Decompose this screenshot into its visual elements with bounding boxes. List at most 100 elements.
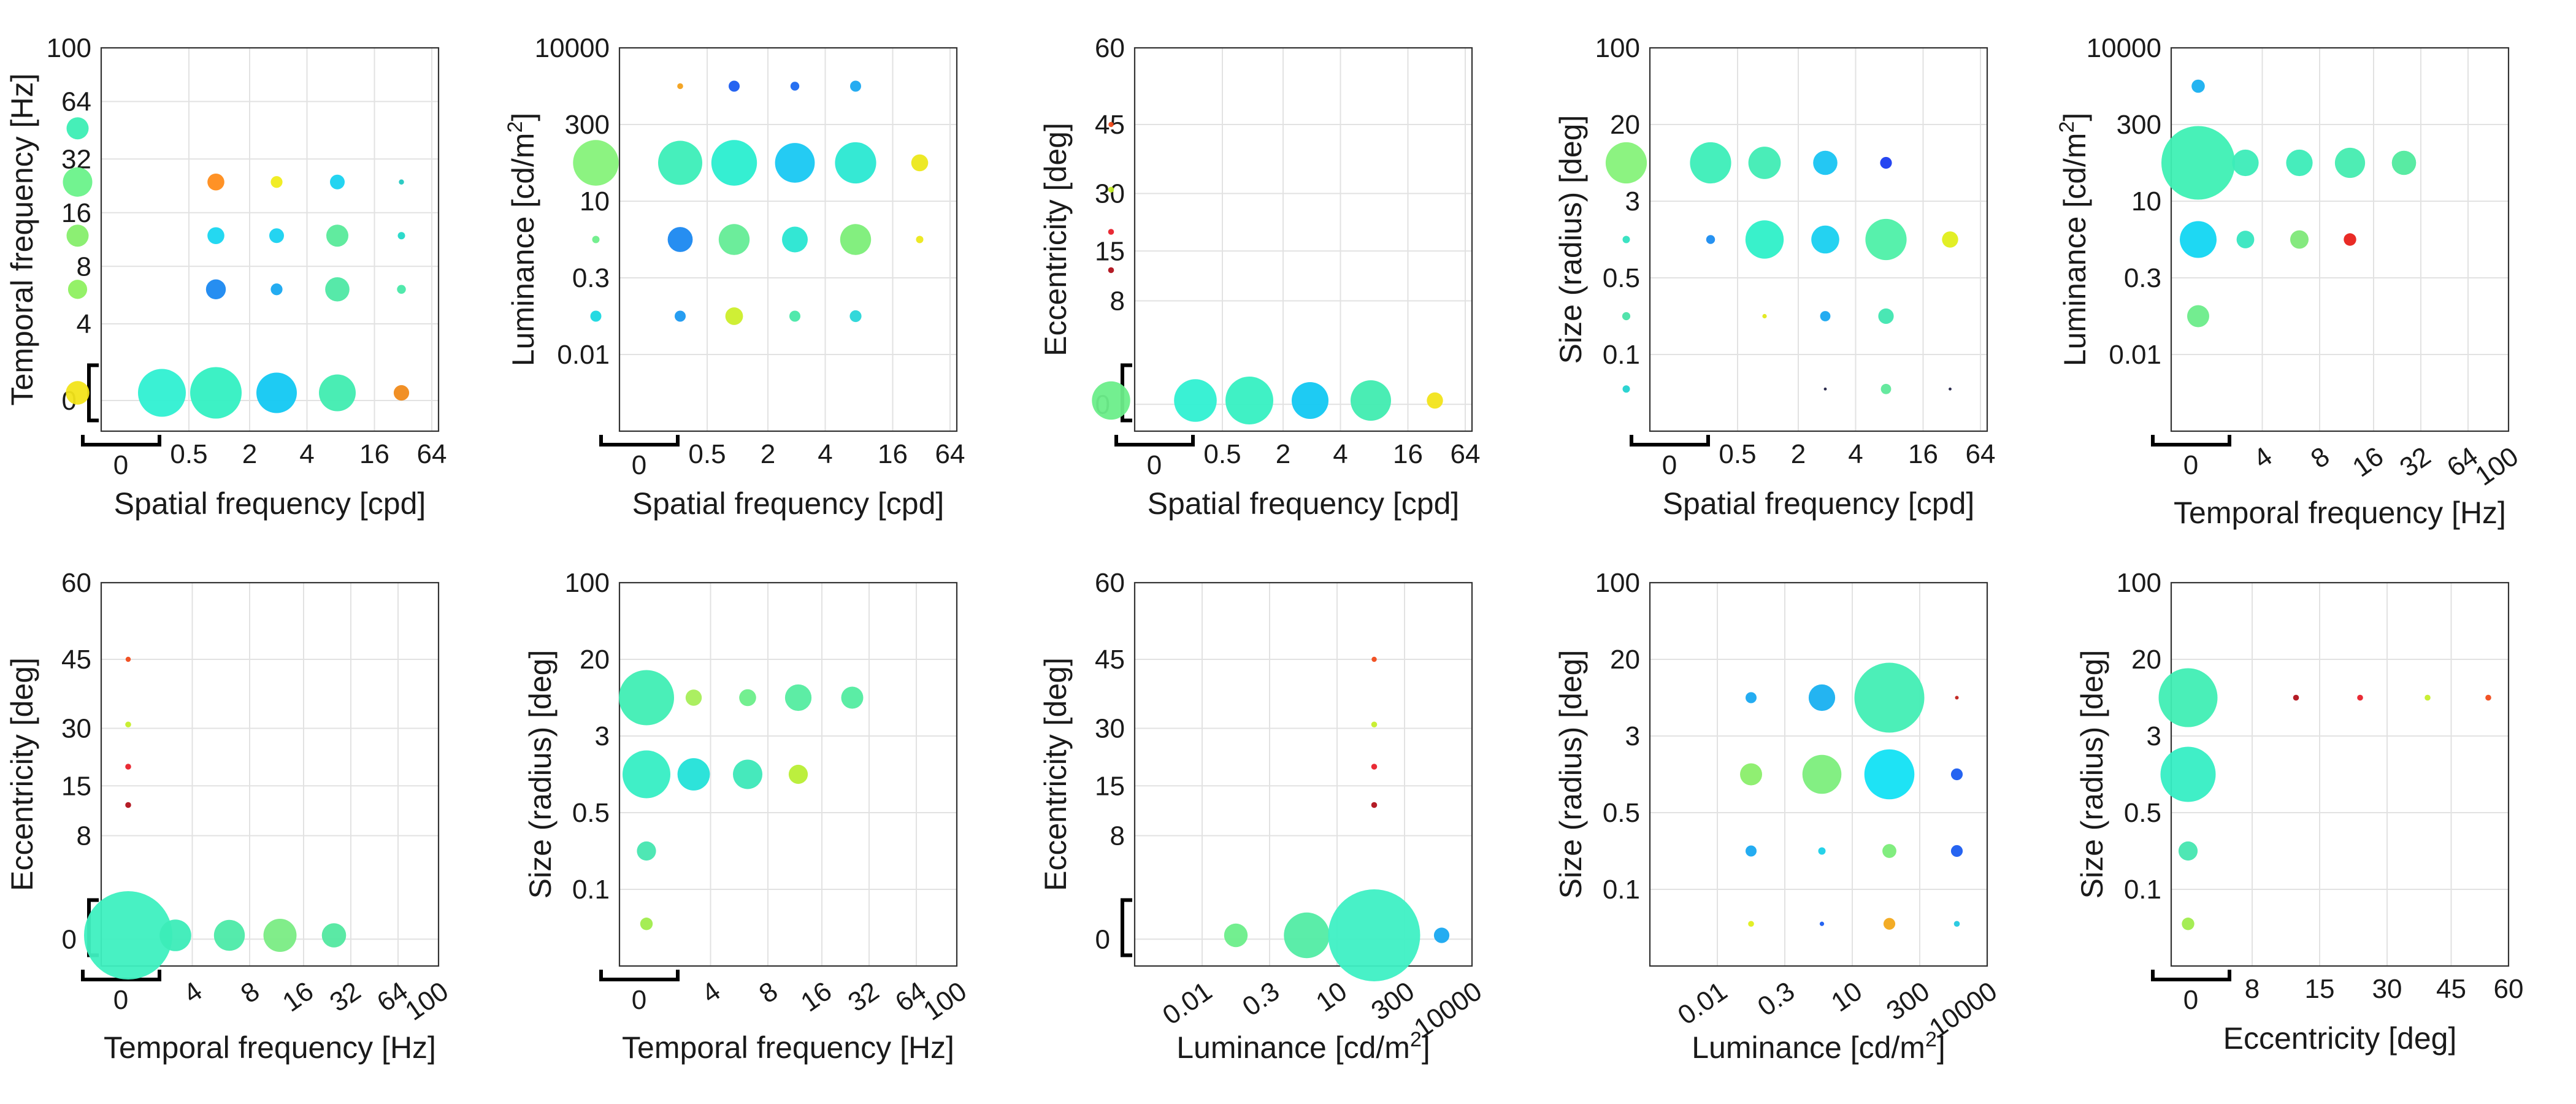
plot-frame <box>1133 581 1473 967</box>
data-point <box>2232 149 2259 177</box>
y-tick-label: 30 <box>61 714 91 744</box>
data-point <box>1371 764 1378 770</box>
x-axis-label: Spatial frequency [cpd] <box>114 486 426 521</box>
y-tick-label: 15 <box>1095 236 1125 266</box>
data-point <box>1818 847 1826 855</box>
x-zero-tick-label: 0 <box>1662 450 1677 480</box>
plot-frame <box>100 581 440 967</box>
y-tick-label: 30 <box>1095 179 1125 209</box>
x-tick-label: 64 <box>935 439 965 469</box>
data-point <box>1740 763 1762 786</box>
x-tick-label: 2 <box>242 439 257 469</box>
x-tick-label: 10 <box>1826 976 1868 1018</box>
y-tick-label: 45 <box>61 645 91 675</box>
y-axis-label: Size (radius) [deg] <box>523 650 558 899</box>
data-point <box>1882 844 1896 858</box>
x-axis-label: Temporal frequency [Hz] <box>2174 496 2506 530</box>
data-point <box>1622 312 1631 321</box>
data-point <box>1864 749 1915 800</box>
data-point <box>2344 233 2356 246</box>
data-point <box>784 684 812 711</box>
data-point <box>66 117 89 140</box>
data-point <box>1108 267 1114 274</box>
y-tick-label: 3 <box>1625 186 1640 217</box>
y-tick-label: 0.5 <box>2124 798 2161 828</box>
x-tick-label: 16 <box>277 976 319 1018</box>
x-tick-label: 0.5 <box>688 439 726 469</box>
data-point <box>1802 754 1842 794</box>
y-axis-label: Temporal frequency [Hz] <box>5 74 39 406</box>
x-axis-label: Temporal frequency [Hz] <box>104 1030 436 1065</box>
data-point <box>269 228 284 243</box>
y-axis-label: Luminance [cd/m2] <box>2055 113 2092 367</box>
data-point <box>270 176 283 188</box>
y-tick-label: 10000 <box>535 33 610 63</box>
x-zero-tick-label: 0 <box>2183 985 2198 1015</box>
plot-frame <box>618 581 958 967</box>
x-zero-bracket <box>1630 435 1710 447</box>
data-point <box>321 923 347 948</box>
x-tick-label: 45 <box>2436 974 2466 1004</box>
data-point <box>125 764 131 770</box>
data-point <box>592 236 600 243</box>
data-point <box>1745 220 1784 259</box>
y-tick-label: 20 <box>2131 645 2161 675</box>
data-point <box>1108 186 1114 193</box>
y-tick-label: 60 <box>1095 33 1125 63</box>
data-point <box>2290 230 2309 249</box>
x-tick-label: 32 <box>2394 441 2436 483</box>
x-axis-label: Spatial frequency [cpd] <box>1663 486 1975 521</box>
x-zero-bracket <box>2151 970 2231 981</box>
data-point <box>393 385 410 401</box>
y-tick-label: 0.01 <box>2109 340 2161 370</box>
data-point <box>718 224 750 255</box>
x-tick-label: 16 <box>2347 441 2389 483</box>
data-point <box>2357 694 2363 701</box>
data-point <box>2178 841 2198 861</box>
y-tick-label: 30 <box>1095 714 1125 744</box>
plot-frame <box>1649 47 1988 432</box>
data-point <box>84 891 172 979</box>
data-point <box>619 670 674 726</box>
data-point <box>590 310 602 322</box>
data-point <box>685 689 702 706</box>
x-zero-tick-label: 0 <box>632 450 646 480</box>
data-point <box>1748 921 1754 927</box>
data-point <box>1108 229 1114 235</box>
plot-frame <box>1649 581 1988 967</box>
data-point <box>1706 235 1715 244</box>
data-point <box>1811 225 1839 254</box>
x-zero-bracket <box>81 970 161 981</box>
x-axis-label: Luminance [cd/m2] <box>1692 1028 1945 1065</box>
data-point <box>1878 308 1894 324</box>
y-tick-label: 8 <box>77 821 91 851</box>
data-point <box>397 285 406 294</box>
data-point <box>2182 918 2195 930</box>
data-point <box>2425 694 2431 701</box>
x-tick-label: 32 <box>324 976 366 1018</box>
data-point <box>1823 387 1827 391</box>
data-point <box>263 919 297 952</box>
data-point <box>1371 802 1378 808</box>
x-tick-label: 0.3 <box>1237 976 1285 1022</box>
y-tick-label: 3 <box>2147 721 2161 751</box>
data-point <box>841 686 864 709</box>
y-tick-label: 0.5 <box>572 798 610 828</box>
y-tick-label: 10 <box>2131 186 2161 217</box>
x-zero-bracket <box>81 435 161 447</box>
x-zero-tick-label: 0 <box>113 985 128 1015</box>
y-tick-label: 300 <box>565 110 610 140</box>
x-tick-label: 4 <box>818 439 832 469</box>
data-point <box>138 369 186 417</box>
plot-frame <box>100 47 440 432</box>
data-point <box>790 82 800 91</box>
x-zero-tick-label: 0 <box>1147 450 1162 480</box>
data-point <box>1690 142 1731 184</box>
data-point <box>1371 721 1378 728</box>
x-tick-label: 2 <box>1276 439 1290 469</box>
x-tick-label: 4 <box>2248 441 2277 474</box>
data-point <box>733 759 762 789</box>
x-axis-label: Spatial frequency [cpd] <box>1148 486 1460 521</box>
y-tick-label: 20 <box>580 645 610 675</box>
